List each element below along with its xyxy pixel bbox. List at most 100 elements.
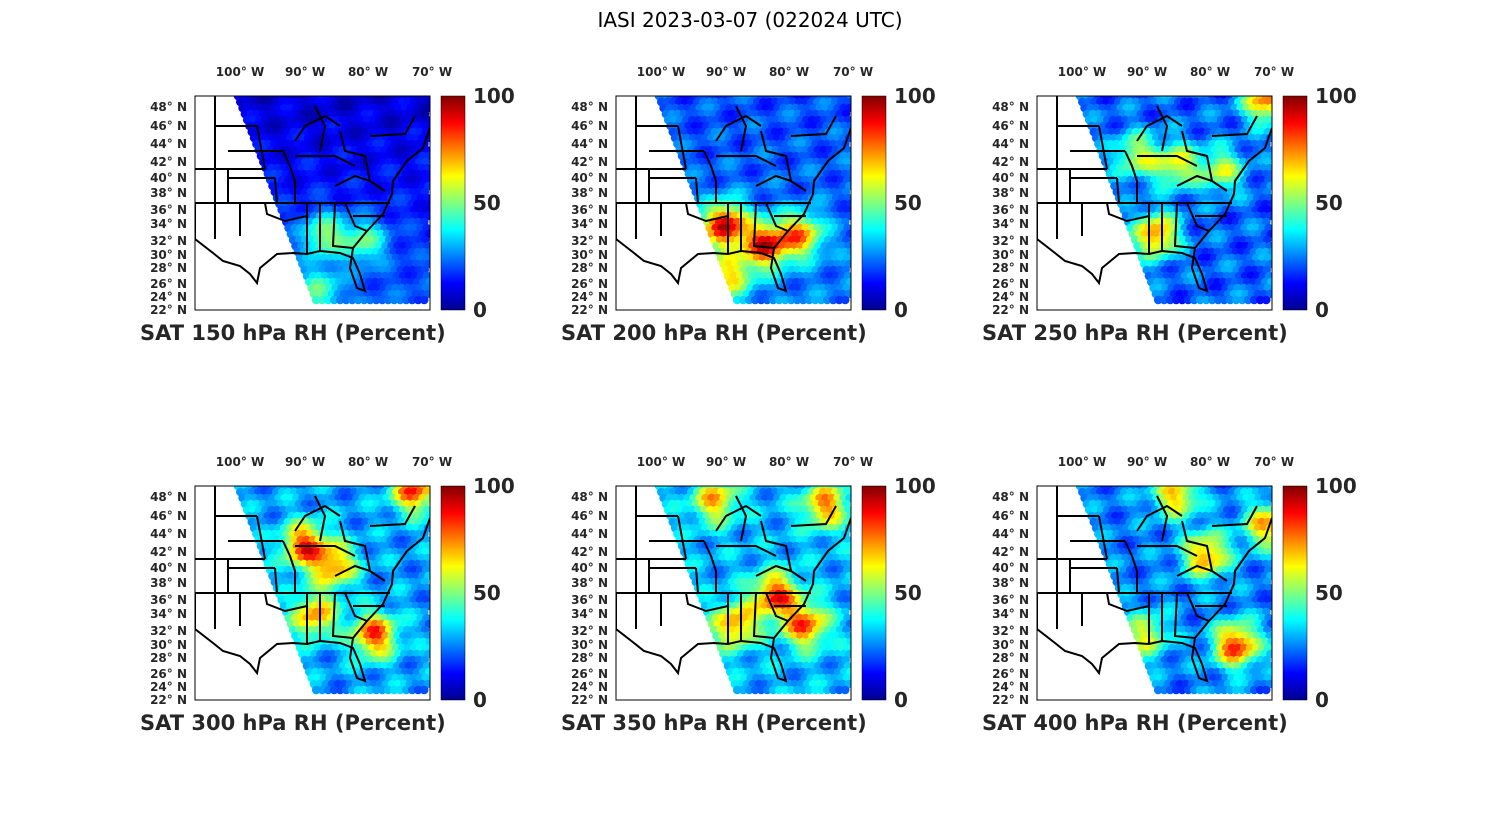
lat-tick-label: 22° N [150, 303, 187, 317]
lat-tick-label: 46° N [571, 509, 608, 523]
lat-tick-label: 44° N [992, 137, 1029, 151]
lat-tick-label: 36° N [992, 203, 1029, 217]
lat-tick-label: 40° N [571, 171, 608, 185]
lat-tick-label: 36° N [571, 203, 608, 217]
lat-tick-label: 28° N [150, 261, 187, 275]
panel-title: SAT 250 hPa RH (Percent) [982, 321, 1288, 345]
lat-tick-label: 22° N [150, 693, 187, 707]
lon-tick-label: 100° W [637, 65, 685, 79]
lat-tick-label: 38° N [571, 186, 608, 200]
lat-tick-label: 44° N [571, 137, 608, 151]
lon-tick-label: 70° W [833, 455, 873, 469]
figure-title: IASI 2023-03-07 (022024 UTC) [597, 8, 902, 32]
colorbar-tick-label: 0 [1315, 298, 1329, 322]
lat-tick-label: 44° N [150, 527, 187, 541]
rh-sample [841, 686, 850, 695]
lat-tick-label: 48° N [571, 490, 608, 504]
lon-tick-label: 80° W [348, 65, 388, 79]
lat-tick-label: 46° N [150, 119, 187, 133]
colorbar [441, 486, 465, 700]
lat-tick-label: 38° N [571, 576, 608, 590]
lat-tick-label: 24° N [150, 290, 187, 304]
lat-tick-label: 22° N [571, 303, 608, 317]
lat-tick-label: 46° N [150, 509, 187, 523]
lat-tick-label: 32° N [992, 234, 1029, 248]
lon-tick-label: 100° W [1058, 65, 1106, 79]
colorbar-tick-label: 100 [894, 474, 936, 498]
lat-tick-label: 24° N [150, 680, 187, 694]
lat-tick-label: 26° N [571, 277, 608, 291]
lat-tick-label: 32° N [150, 234, 187, 248]
lat-tick-label: 38° N [150, 186, 187, 200]
lat-tick-label: 22° N [992, 303, 1029, 317]
lon-tick-label: 70° W [1254, 65, 1294, 79]
lon-tick-label: 70° W [412, 65, 452, 79]
lat-tick-label: 44° N [571, 527, 608, 541]
lat-tick-label: 46° N [992, 119, 1029, 133]
colorbar-tick-label: 0 [894, 688, 908, 712]
panel-title: SAT 150 hPa RH (Percent) [140, 321, 446, 345]
lat-tick-label: 42° N [150, 155, 187, 169]
lon-tick-label: 90° W [285, 65, 325, 79]
colorbar-tick-label: 0 [894, 298, 908, 322]
lat-tick-label: 40° N [150, 171, 187, 185]
lat-tick-label: 40° N [992, 171, 1029, 185]
colorbar [862, 486, 886, 700]
lon-tick-label: 70° W [412, 455, 452, 469]
lat-tick-label: 24° N [571, 290, 608, 304]
lat-tick-label: 48° N [992, 100, 1029, 114]
lat-tick-label: 46° N [571, 119, 608, 133]
lat-tick-label: 26° N [150, 277, 187, 291]
lat-tick-label: 36° N [150, 593, 187, 607]
colorbar-tick-label: 100 [1315, 84, 1357, 108]
lat-tick-label: 24° N [992, 290, 1029, 304]
lon-tick-label: 90° W [706, 65, 746, 79]
lon-tick-label: 70° W [833, 65, 873, 79]
colorbar-tick-label: 100 [473, 474, 515, 498]
lat-tick-label: 34° N [992, 217, 1029, 231]
rh-sample [841, 296, 850, 305]
lat-tick-label: 28° N [571, 261, 608, 275]
colorbar [441, 96, 465, 310]
colorbar-tick-label: 50 [894, 581, 922, 605]
lat-tick-label: 32° N [150, 624, 187, 638]
rh-sample [1262, 296, 1271, 305]
colorbar-tick-label: 100 [473, 84, 515, 108]
lat-tick-label: 24° N [571, 680, 608, 694]
lon-tick-label: 100° W [216, 65, 264, 79]
rh-sample [420, 686, 429, 695]
lat-tick-label: 28° N [571, 651, 608, 665]
lat-tick-label: 30° N [571, 248, 608, 262]
lon-tick-label: 90° W [1127, 65, 1167, 79]
panel-title: SAT 300 hPa RH (Percent) [140, 711, 446, 735]
lon-tick-label: 80° W [1190, 65, 1230, 79]
lat-tick-label: 34° N [571, 217, 608, 231]
lat-tick-label: 30° N [150, 638, 187, 652]
lat-tick-label: 34° N [150, 607, 187, 621]
lat-tick-label: 34° N [150, 217, 187, 231]
colorbar-tick-label: 50 [1315, 191, 1343, 215]
lat-tick-label: 32° N [571, 624, 608, 638]
panel-title: SAT 200 hPa RH (Percent) [561, 321, 867, 345]
lat-tick-label: 34° N [571, 607, 608, 621]
lat-tick-label: 22° N [571, 693, 608, 707]
colorbar-tick-label: 0 [473, 688, 487, 712]
colorbar-tick-label: 50 [894, 191, 922, 215]
colorbar-tick-label: 0 [473, 298, 487, 322]
lat-tick-label: 30° N [150, 248, 187, 262]
lat-tick-label: 44° N [150, 137, 187, 151]
lat-tick-label: 36° N [150, 203, 187, 217]
rh-sample [420, 296, 429, 305]
lat-tick-label: 32° N [571, 234, 608, 248]
lat-tick-label: 26° N [992, 277, 1029, 291]
lat-tick-label: 36° N [571, 593, 608, 607]
lat-tick-label: 28° N [992, 261, 1029, 275]
lat-tick-label: 26° N [150, 667, 187, 681]
lon-tick-label: 90° W [706, 455, 746, 469]
